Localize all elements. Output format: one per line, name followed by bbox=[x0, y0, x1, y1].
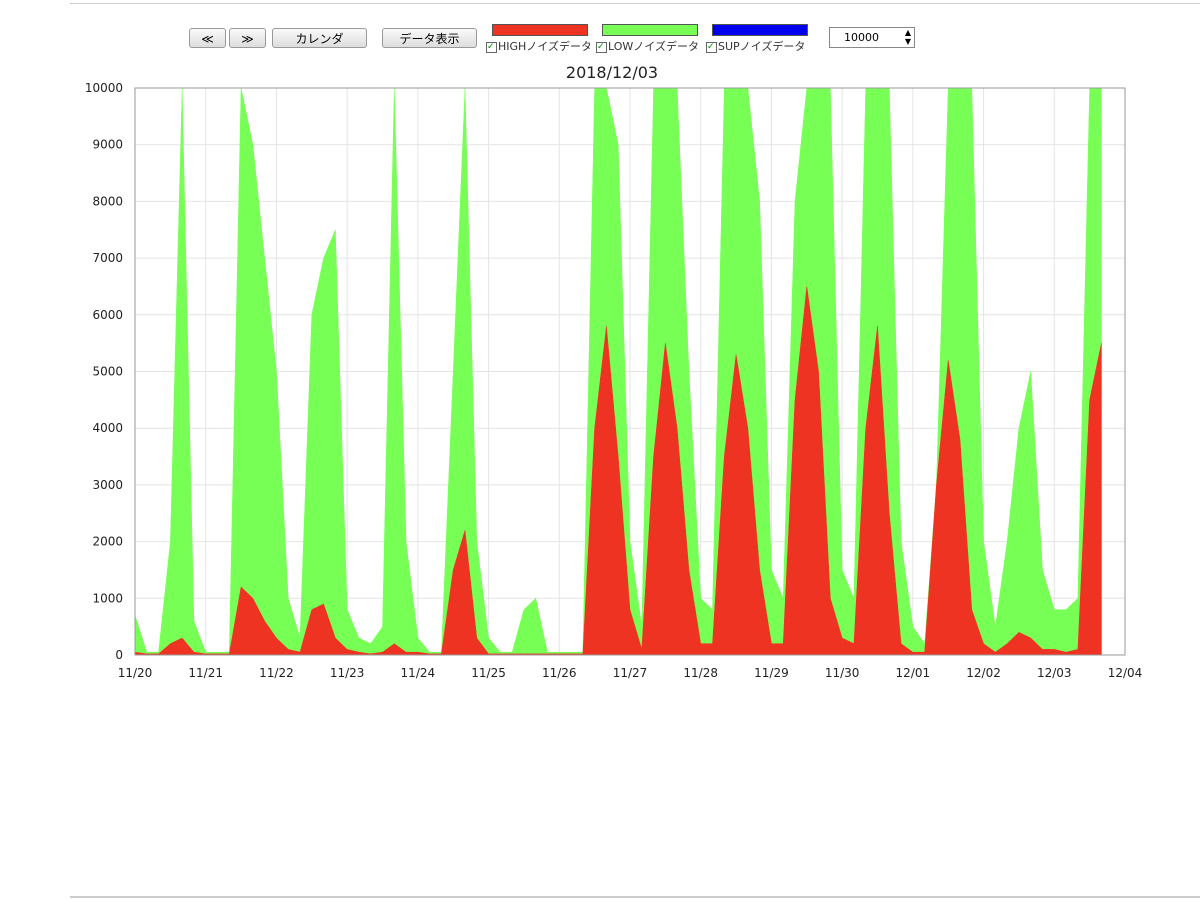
legend-label: LOWノイズデータ bbox=[608, 40, 699, 53]
legend-entry[interactable]: ✓ LOWノイズデータ bbox=[596, 38, 700, 54]
y-tick-label: 5000 bbox=[92, 365, 123, 379]
x-tick-label: 12/02 bbox=[966, 666, 1001, 680]
x-tick-label: 11/25 bbox=[471, 666, 506, 680]
legend-entry[interactable]: ✓ SUPノイズデータ bbox=[706, 38, 810, 54]
y-tick-label: 9000 bbox=[92, 138, 123, 152]
y-tick-label: 0 bbox=[115, 648, 123, 662]
bottom-rule bbox=[70, 896, 1200, 898]
x-tick-label: 11/23 bbox=[330, 666, 365, 680]
chart-title: 2018/12/03 bbox=[566, 63, 658, 82]
legend-swatch[interactable] bbox=[712, 24, 808, 36]
spinner-value: 10000 bbox=[844, 31, 879, 44]
y-tick-label: 7000 bbox=[92, 251, 123, 265]
legend-label: SUPノイズデータ bbox=[718, 40, 806, 53]
y-tick-label: 2000 bbox=[92, 535, 123, 549]
x-tick-label: 12/03 bbox=[1037, 666, 1072, 680]
x-tick-label: 12/04 bbox=[1108, 666, 1143, 680]
plot-frame bbox=[134, 87, 1126, 656]
x-tick-label: 11/30 bbox=[825, 666, 860, 680]
checkbox[interactable]: ✓ bbox=[596, 41, 607, 53]
calendar-button[interactable]: カレンダ bbox=[272, 28, 367, 48]
y-tick-label: 6000 bbox=[92, 308, 123, 322]
x-tick-label: 11/26 bbox=[542, 666, 577, 680]
prev-button[interactable]: ≪ bbox=[189, 28, 226, 48]
y-tick-label: 8000 bbox=[92, 194, 123, 208]
y-tick-label: 3000 bbox=[92, 478, 123, 492]
x-tick-label: 11/20 bbox=[118, 666, 153, 680]
spinner-arrows[interactable]: ▲ ▼ bbox=[904, 28, 911, 46]
legend-swatch[interactable] bbox=[492, 24, 588, 36]
x-tick-label: 11/29 bbox=[754, 666, 789, 680]
x-tick-label: 11/21 bbox=[188, 666, 223, 680]
y-tick-label: 1000 bbox=[92, 591, 123, 605]
spinner-input[interactable]: 10000 ▲ ▼ bbox=[829, 27, 915, 48]
area-series bbox=[134, 286, 1102, 656]
x-tick-label: 12/01 bbox=[896, 666, 931, 680]
next-button[interactable]: ≫ bbox=[229, 28, 266, 48]
x-tick-label: 11/22 bbox=[259, 666, 294, 680]
x-tick-label: 11/28 bbox=[683, 666, 718, 680]
x-tick-label: 11/24 bbox=[401, 666, 436, 680]
checkbox[interactable]: ✓ bbox=[706, 41, 717, 53]
y-tick-label: 10000 bbox=[85, 81, 123, 95]
legend-swatch[interactable] bbox=[602, 24, 698, 36]
checkbox[interactable]: ✓ bbox=[486, 41, 497, 53]
y-tick-label: 4000 bbox=[92, 421, 123, 435]
legend-entry[interactable]: ✓ HIGHノイズデータ bbox=[486, 38, 590, 54]
top-rule bbox=[70, 3, 1200, 4]
legend-label: HIGHノイズデータ bbox=[498, 40, 590, 53]
x-tick-label: 11/27 bbox=[613, 666, 648, 680]
show-data-button[interactable]: データ表示 bbox=[382, 28, 477, 48]
